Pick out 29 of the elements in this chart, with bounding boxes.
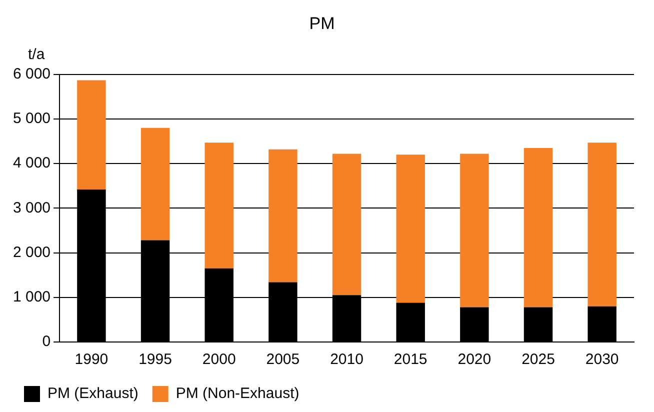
x-tick-label: 2005 — [266, 351, 300, 368]
legend-label: PM (Exhaust) — [48, 385, 138, 402]
bar — [524, 148, 553, 308]
y-axis-title: t/a — [28, 46, 46, 64]
x-tick-label: 2015 — [394, 351, 428, 368]
bar — [332, 154, 362, 296]
y-tick-label: 3 000 — [12, 199, 51, 216]
x-tick-label: 1995 — [138, 351, 172, 368]
y-tick-label: 5 000 — [12, 110, 51, 128]
bar — [77, 80, 106, 190]
bar — [268, 149, 298, 282]
y-tick-label: 1 000 — [12, 288, 51, 306]
x-tick-label: 1990 — [74, 351, 108, 368]
bar — [204, 142, 234, 268]
y-tick-label: 6 000 — [12, 66, 51, 83]
x-tick-label: 2010 — [330, 351, 364, 368]
x-tick-label: 2025 — [522, 351, 555, 368]
y-tick-label: 2 000 — [12, 244, 51, 261]
x-tick-label: 2000 — [202, 351, 236, 368]
x-tick-label: 2030 — [585, 351, 619, 368]
y-tick-label: 0 — [42, 333, 51, 350]
bar — [588, 142, 616, 306]
x-tick-label: 2020 — [458, 351, 492, 368]
chart-title: PM — [309, 14, 335, 33]
bar — [460, 154, 489, 308]
legend-label: PM (Non-Exhaust) — [176, 385, 300, 402]
bar — [396, 154, 425, 303]
bar — [140, 128, 170, 240]
y-tick-label: 4 000 — [12, 154, 51, 172]
